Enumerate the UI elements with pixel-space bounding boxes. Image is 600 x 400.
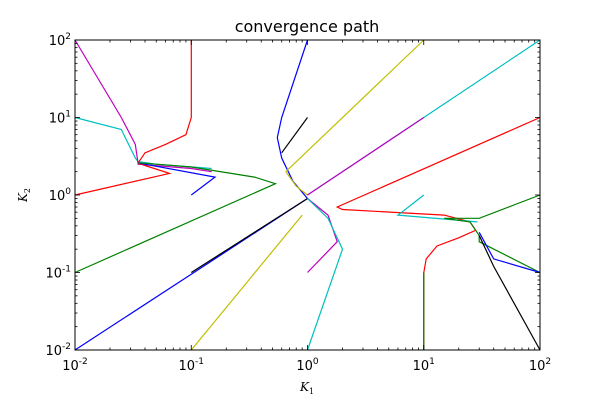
series-line-1 (74, 116, 212, 170)
series-line-11 (190, 214, 303, 351)
chart-title: convergence path (235, 17, 380, 36)
x-axis-label: K1 (299, 380, 314, 396)
series-line-8 (190, 197, 308, 274)
series-line-5 (74, 162, 278, 274)
x-axis-label-sub: 1 (309, 387, 314, 396)
y-tick-label-1: 10-2 (45, 342, 71, 359)
x-tick-label-4-exp: 1 (429, 357, 435, 367)
y-tick-label-4: 101 (49, 110, 71, 127)
series-line-13 (307, 117, 425, 196)
series-line-16 (335, 116, 541, 350)
series-line-20 (478, 232, 541, 274)
y-tick-label-3: 100 (49, 187, 72, 204)
x-tick-label-5-exp: 2 (545, 357, 551, 367)
x-tick-label-3-base: 10 (296, 359, 313, 374)
series-line-9 (285, 39, 425, 173)
series-line-18 (444, 194, 541, 274)
x-tick-label-1-base: 10 (62, 359, 79, 374)
y-tick-label-4-exp: 1 (65, 110, 71, 120)
series-line-15 (306, 198, 344, 351)
y-tick-label-1-base: 10 (45, 344, 62, 359)
y-tick-label-5-base: 10 (49, 34, 66, 49)
x-tick-label-5: 102 (529, 357, 551, 374)
y-tick-label-2-exp: -1 (62, 265, 71, 275)
y-axis-label-main: K (16, 192, 30, 203)
x-tick-label-4: 101 (413, 357, 435, 374)
x-axis-label-main: K (299, 380, 310, 394)
y-tick-label-3-exp: 0 (65, 187, 71, 197)
x-tick-label-1-exp: -2 (79, 357, 88, 367)
x-tick-label-3: 100 (296, 357, 319, 374)
y-tick-label-5-exp: 2 (65, 32, 71, 42)
x-tick-label-5-base: 10 (529, 359, 546, 374)
y-tick-label-3-base: 10 (49, 189, 66, 204)
series-line-21 (478, 235, 541, 351)
y-tick-label-2-base: 10 (45, 267, 62, 282)
series-line-14 (307, 198, 338, 273)
y-tick-label-1-exp: -2 (62, 342, 71, 352)
y-tick-label-5: 102 (49, 32, 71, 49)
series-line-10 (285, 171, 308, 196)
series-line-7 (281, 117, 308, 154)
x-tick-label-3-exp: 0 (313, 357, 319, 367)
y-tick-label-2: 10-1 (45, 265, 71, 282)
y-axis-label: K2 (16, 188, 32, 203)
y-tick-label-4-base: 10 (49, 112, 66, 127)
x-tick-label-2-base: 10 (178, 359, 195, 374)
x-tick-label-1: 10-2 (62, 357, 88, 374)
series-layer (74, 39, 541, 351)
series-line-3 (74, 40, 192, 196)
x-tick-label-2-exp: -1 (195, 357, 204, 367)
x-tick-label-2: 10-1 (178, 357, 204, 374)
series-line-2 (74, 39, 212, 173)
y-axis-label-sub: 2 (23, 188, 32, 193)
x-tick-label-4-base: 10 (413, 359, 430, 374)
